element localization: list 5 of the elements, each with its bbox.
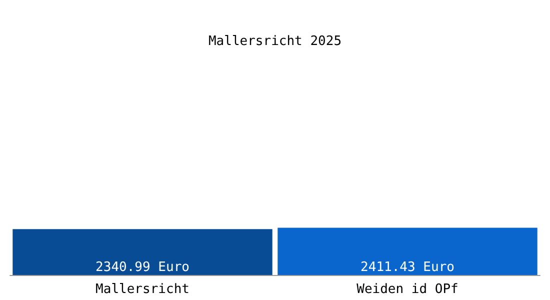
chart-title: Mallersricht 2025 xyxy=(208,34,342,49)
x-tick-label: Mallersricht xyxy=(96,282,190,297)
x-tick-label: Weiden id OPf xyxy=(356,282,458,297)
data-label: 2411.43 Euro xyxy=(360,260,454,275)
data-label: 2340.99 Euro xyxy=(96,260,190,275)
